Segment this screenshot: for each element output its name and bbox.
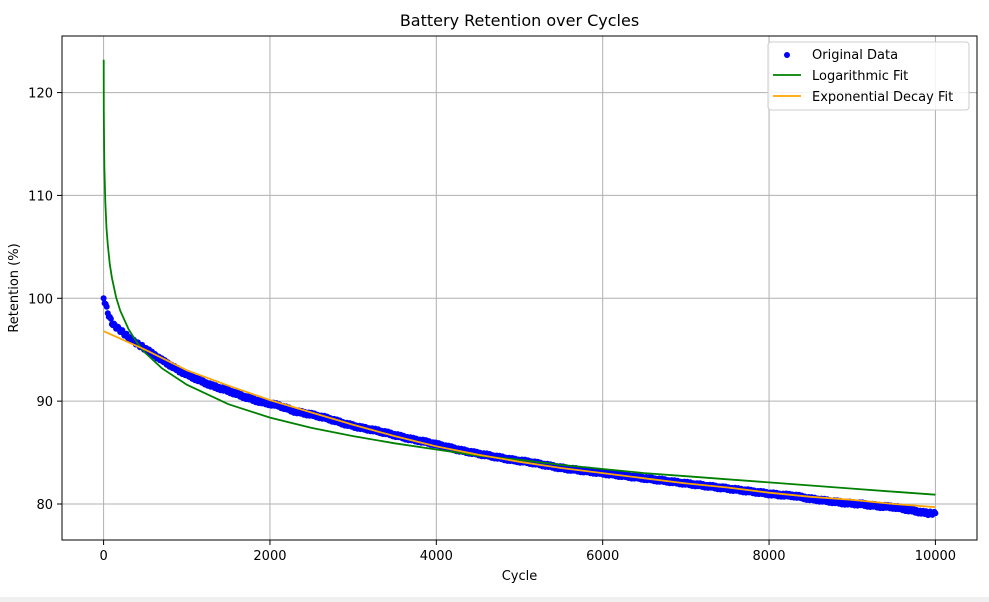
legend-label-logarithmic-fit: Logarithmic Fit	[812, 69, 908, 84]
chart-title: Battery Retention over Cycles	[400, 11, 639, 30]
legend-marker-original-data	[784, 52, 790, 58]
window-bottom-strip	[0, 597, 989, 602]
x-tick-label: 10000	[915, 549, 956, 564]
legend: Original Data Logarithmic Fit Exponentia…	[767, 41, 970, 111]
y-tick-label: 110	[28, 189, 53, 204]
x-tick-label: 0	[99, 549, 107, 564]
x-tick-label: 4000	[420, 549, 453, 564]
plot-area	[100, 59, 939, 519]
y-tick-label: 120	[28, 87, 53, 102]
axis-ticks: 0 2000 4000 6000 8000 10000 80 90 100 110 120	[28, 87, 956, 564]
y-tick-label: 80	[36, 498, 53, 513]
data-point	[103, 303, 110, 310]
y-axis-label: Retention (%)	[7, 243, 22, 332]
x-tick-label: 6000	[586, 549, 619, 564]
y-tick-label: 100	[28, 292, 53, 307]
legend-box	[767, 41, 970, 111]
plot-frame	[61, 35, 978, 541]
data-point	[100, 295, 107, 302]
x-tick-label: 2000	[253, 549, 286, 564]
series-line-exponential-decay-fit	[103, 330, 936, 508]
y-tick-label: 90	[36, 395, 53, 410]
data-point	[932, 510, 939, 517]
data-point	[107, 315, 114, 322]
series-line-logarithmic-fit	[102, 59, 936, 496]
legend-label-original-data: Original Data	[812, 48, 898, 63]
x-axis-label: Cycle	[502, 569, 538, 584]
x-tick-label: 8000	[752, 549, 785, 564]
legend-label-exponential-decay-fit: Exponential Decay Fit	[812, 90, 953, 105]
